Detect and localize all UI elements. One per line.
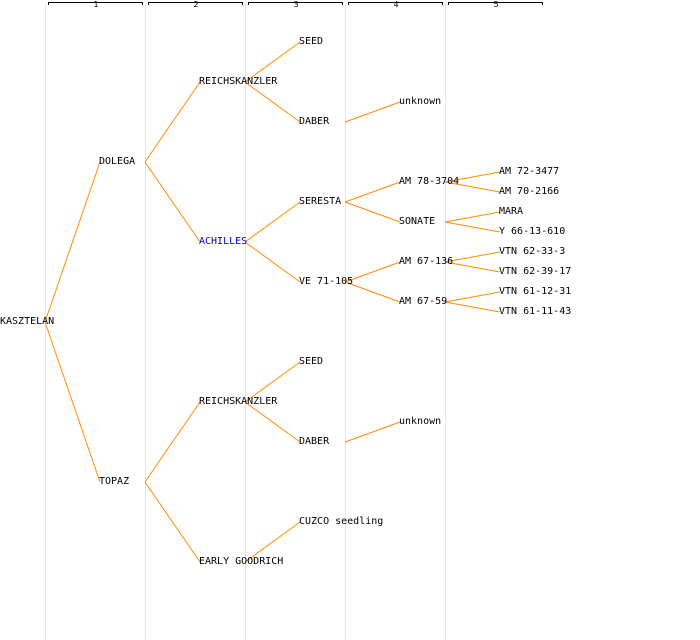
- pedigree-edge-9: [244, 201, 301, 243]
- pedigree-edge-1: [44, 161, 101, 323]
- pedigree-edge-16: [344, 201, 401, 223]
- node-seed[interactable]: SEED: [299, 36, 324, 47]
- node-am-72-3477[interactable]: AM 72-3477: [499, 166, 560, 177]
- node-early-goodrich[interactable]: EARLY GOODRICH: [199, 556, 284, 567]
- pedigree-edge-24: [444, 251, 501, 263]
- column-number-4: 4: [393, 0, 399, 9]
- pedigree-edge-19: [344, 421, 401, 443]
- pedigree-edge-18: [344, 281, 401, 303]
- pedigree-edge-3: [144, 81, 201, 163]
- column-number-3: 3: [293, 0, 299, 9]
- node-topaz[interactable]: TOPAZ: [99, 476, 130, 487]
- pedigree-edge-23: [444, 221, 501, 233]
- pedigree-edge-12: [244, 401, 301, 443]
- pedigree-edge-17: [344, 261, 401, 283]
- pedigree-edge-26: [444, 291, 501, 303]
- column-number-1: 1: [93, 0, 99, 9]
- node-kasztelan[interactable]: KASZTELAN: [0, 316, 55, 327]
- node-vtn-61-12-31[interactable]: VTN 61-12-31: [499, 286, 572, 297]
- node-sonate[interactable]: SONATE: [399, 216, 436, 227]
- node-daber[interactable]: DABER: [299, 116, 330, 127]
- pedigree-edge-22: [444, 211, 501, 223]
- node-am-78-3704[interactable]: AM 78-3704: [399, 176, 460, 187]
- node-seresta[interactable]: SERESTA: [299, 196, 342, 207]
- node-daber-2[interactable]: DABER: [299, 436, 330, 447]
- node-am-67-136[interactable]: AM 67-136: [399, 256, 454, 267]
- pedigree-edge-27: [444, 301, 501, 313]
- pedigree-edge-7: [244, 41, 301, 83]
- pedigree-edge-13: [244, 521, 301, 563]
- node-ve-71-105[interactable]: VE 71-105: [299, 276, 354, 287]
- pedigree-edge-5: [144, 401, 201, 483]
- node-vtn-62-39-17[interactable]: VTN 62-39-17: [499, 266, 572, 277]
- pedigree-edge-21: [444, 181, 501, 193]
- pedigree-edge-4: [144, 161, 201, 243]
- pedigree-edge-8: [244, 81, 301, 123]
- node-unknown-2[interactable]: unknown: [399, 416, 442, 427]
- node-unknown[interactable]: unknown: [399, 96, 442, 107]
- node-mara[interactable]: MARA: [499, 206, 524, 217]
- pedigree-edge-2: [44, 321, 101, 483]
- node-reichskanzler[interactable]: REICHSKANZLER: [199, 76, 278, 87]
- node-seed-2[interactable]: SEED: [299, 356, 324, 367]
- node-vtn-61-11-43[interactable]: VTN 61-11-43: [499, 306, 572, 317]
- column-number-2: 2: [193, 0, 199, 9]
- node-am-67-59[interactable]: AM 67-59: [399, 296, 448, 307]
- pedigree-edge-14: [344, 101, 401, 123]
- pedigree-edge-6: [144, 481, 201, 563]
- pedigree-edge-25: [444, 261, 501, 273]
- column-number-5: 5: [493, 0, 499, 9]
- node-dolega[interactable]: DOLEGA: [99, 156, 136, 167]
- pedigree-edge-20: [444, 171, 501, 183]
- node-am-70-2166[interactable]: AM 70-2166: [499, 186, 560, 197]
- pedigree-edge-10: [244, 241, 301, 283]
- pedigree-edge-11: [244, 361, 301, 403]
- pedigree-edge-15: [344, 181, 401, 203]
- node-vtn-62-33-3[interactable]: VTN 62-33-3: [499, 246, 566, 257]
- node-reichskanzler-2[interactable]: REICHSKANZLER: [199, 396, 278, 407]
- node-cuzco-seedling[interactable]: CUZCO seedling: [299, 516, 384, 527]
- node-y-66-13-610[interactable]: Y 66-13-610: [499, 226, 566, 237]
- node-achilles[interactable]: ACHILLES: [199, 236, 248, 247]
